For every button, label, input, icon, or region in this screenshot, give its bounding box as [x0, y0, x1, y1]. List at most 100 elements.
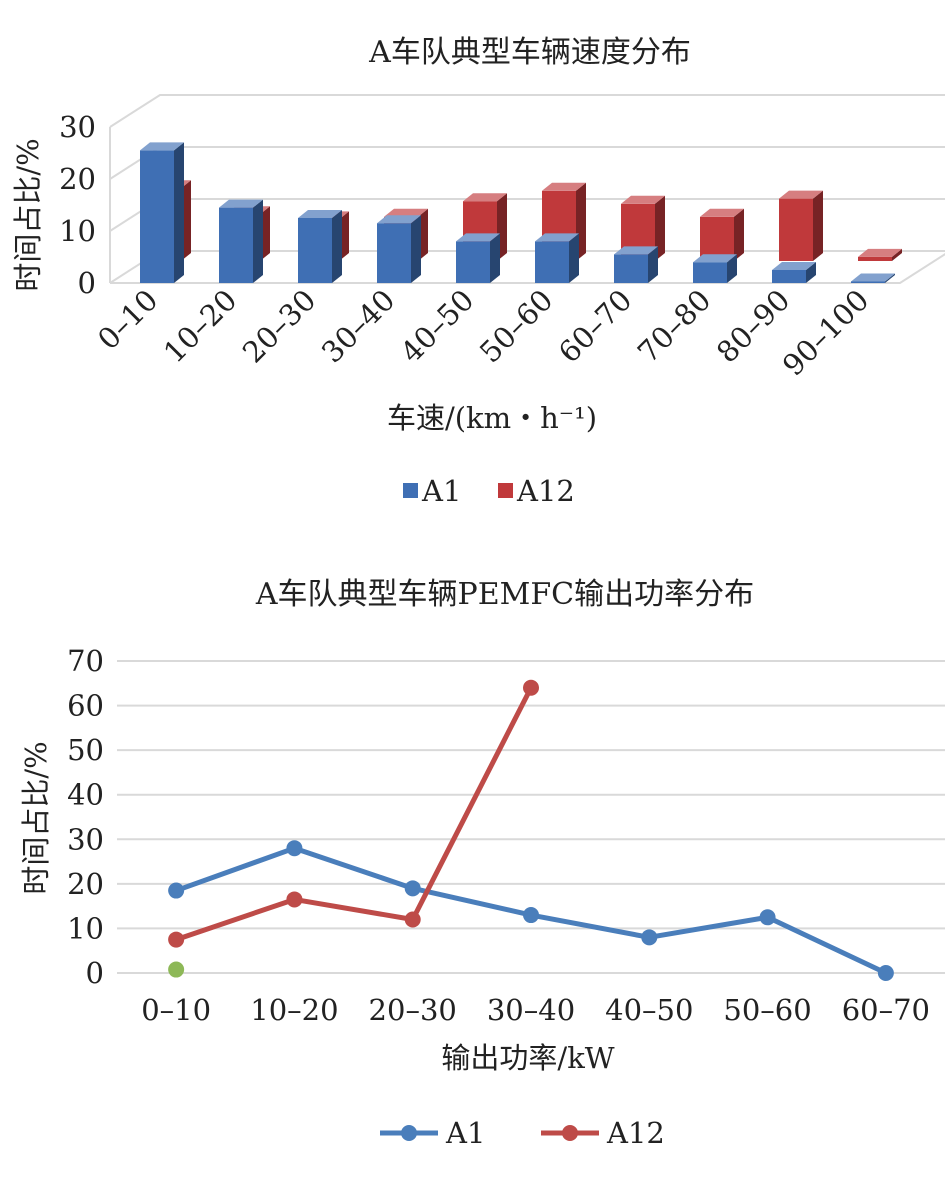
chart1-x-tick-label: 50–60 — [473, 283, 559, 369]
chart2-y-tick-label: 40 — [67, 778, 104, 812]
bar-a1-3-front — [377, 223, 411, 283]
chart1-y-axis-label: 时间占比/% — [11, 138, 45, 291]
chart2-legend: A1 A12 — [380, 1116, 665, 1150]
series-line-a12 — [175, 686, 534, 942]
data-point-a12 — [523, 679, 539, 696]
bar-a1-8-side — [806, 262, 816, 283]
bar-a12-9 — [858, 248, 902, 261]
pemfc-power-distribution-chart: A车队典型车辆PEMFC输出功率分布 0 10 20 30 40 50 60 70 时间占比/… — [19, 577, 945, 1150]
bar-a1-2-top — [298, 210, 342, 218]
bar-a1-7-top — [693, 254, 737, 263]
bar-a12-5-top — [542, 182, 586, 191]
chart2-y-axis-label: 时间占比/% — [19, 741, 53, 894]
bar-a1-4-front — [456, 241, 490, 283]
bar-a1-4-side — [490, 233, 500, 283]
chart2-y-tick-label: 50 — [67, 733, 104, 767]
bar-a1-7-front — [693, 262, 727, 283]
bar-a12-7-top — [700, 208, 744, 217]
bar-a1-6-top — [614, 246, 658, 255]
chart1-x-tick-label: 60–70 — [552, 283, 638, 369]
bar-a1-2 — [298, 210, 342, 283]
bar-a12-6-side — [655, 195, 665, 261]
bar-a1-5-side — [569, 233, 579, 283]
bar-a1-9-top — [851, 273, 895, 282]
bar-a1-8-front — [772, 270, 806, 283]
chart2-y-tick-label: 30 — [67, 822, 104, 856]
chart1-y-tick-label: 20 — [59, 162, 96, 196]
speed-distribution-chart: A车队典型车辆速度分布 0 10 20 30 时间占比/% 0–1010–2020–3… — [11, 35, 945, 508]
bar-a12-3-top — [384, 208, 428, 217]
bar-a1-0 — [140, 142, 184, 283]
bar-a1-0-top — [140, 142, 184, 151]
chart2-gridlines — [117, 660, 945, 974]
bar-a12-9-top — [858, 248, 902, 257]
legend-item-a12: A12 — [498, 474, 575, 508]
bar-a1-4 — [456, 233, 500, 283]
bar-a12-4-top — [463, 193, 507, 202]
chart1-x-tick-label: 20–30 — [236, 283, 322, 369]
bar-a12-6-top — [621, 195, 665, 204]
bar-a1-1-side — [253, 199, 263, 283]
bar-a1-5 — [535, 233, 579, 283]
chart1-legend: A1 A12 — [403, 474, 575, 508]
bar-a1-9-front — [851, 281, 885, 283]
bar-a12-7-front — [700, 216, 734, 261]
data-point-a12 — [286, 891, 303, 908]
legend-swatch-a1 — [403, 483, 418, 498]
chart2-y-tick-label: 10 — [67, 911, 104, 945]
bar-a12-8-front — [779, 198, 813, 261]
legend-label-a1-line: A1 — [445, 1116, 485, 1150]
bar-a1-3 — [377, 215, 421, 283]
chart2-y-tick-label: 0 — [86, 956, 104, 990]
chart1-x-axis-label: 车速/(km・h⁻¹) — [387, 401, 597, 435]
chart2-y-tick-label: 70 — [67, 644, 104, 678]
bar-a12-8-top — [779, 190, 823, 199]
bar-a1-7 — [693, 254, 737, 283]
data-point-a1 — [286, 840, 303, 857]
chart1-y-tick-label: 10 — [59, 214, 96, 248]
chart2-y-tick-label: 20 — [67, 867, 104, 901]
series-a12 — [168, 679, 539, 948]
legend-item-a1: A1 — [403, 474, 461, 508]
bar-a12-9-side — [892, 248, 902, 261]
bar-a1-1 — [219, 199, 263, 283]
chart1-y-tick-label: 30 — [59, 110, 96, 144]
legend-marker-a1 — [401, 1125, 417, 1141]
chart1-gridline — [109, 146, 945, 180]
chart2-x-tick-label: 20–30 — [369, 993, 457, 1027]
chart2-y-tick-label: 60 — [67, 689, 104, 723]
bar-a12-7-side — [734, 208, 744, 261]
chart1-x-tick-label: 0–10 — [91, 283, 164, 356]
bar-a12-9-front — [858, 256, 892, 261]
chart1-y-ticks: 0 10 20 30 — [59, 110, 96, 300]
chart1-floor-edge — [110, 253, 945, 284]
chart1-y-tick-label: 0 — [78, 266, 96, 300]
data-point-a12 — [404, 911, 421, 928]
bar-a12-8-side — [813, 190, 823, 261]
legend-label-a12: A12 — [516, 474, 575, 508]
chart2-y-ticks: 0 10 20 30 40 50 60 70 — [67, 644, 104, 990]
data-point-a1 — [168, 882, 185, 899]
chart2-x-tick-label: 30–40 — [487, 993, 575, 1027]
bar-a1-6 — [614, 246, 658, 283]
chart1-gridline — [109, 94, 945, 128]
chart2-lines — [168, 679, 894, 981]
bar-a1-4-top — [456, 233, 500, 242]
bar-a1-9 — [851, 273, 895, 283]
chart2-x-tick-label: 10–20 — [250, 993, 338, 1027]
chart1-x-ticks: 0–1010–2020–3030–4040–5050–6060–7070–808… — [91, 283, 875, 383]
data-point-a1 — [759, 909, 776, 926]
data-point-a1 — [404, 880, 421, 897]
bar-a1-8-top — [772, 262, 816, 270]
bar-a1-9-side — [885, 273, 895, 283]
extra-data-point — [168, 961, 185, 978]
bar-a12-8 — [779, 190, 823, 261]
bar-a1-8 — [772, 262, 816, 283]
chart2-x-tick-label: 50–60 — [723, 993, 811, 1027]
legend-marker-a12 — [562, 1125, 578, 1141]
bar-a1-5-front — [535, 241, 569, 283]
chart2-x-ticks: 0–10 10–20 20–30 30–40 40–50 50–60 60–70 — [141, 993, 930, 1027]
bar-a1-6-front — [614, 254, 648, 283]
legend-label-a1: A1 — [421, 474, 461, 508]
data-point-a1 — [523, 907, 539, 924]
